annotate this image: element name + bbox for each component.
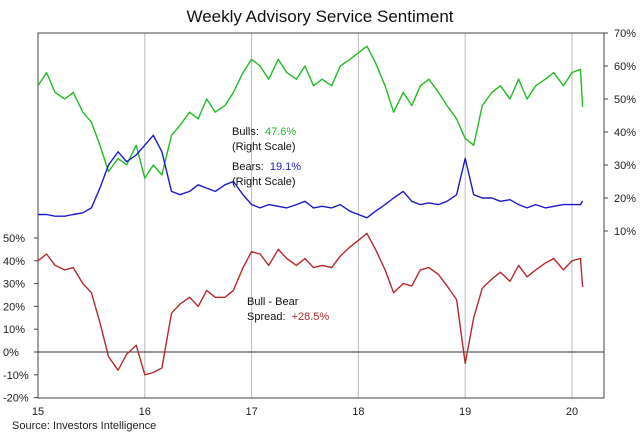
spread-line [37,232,584,376]
left-tick-label: 20% [3,301,25,313]
spread-annotation-title: Bull - Bear [247,296,299,308]
right-tick-label: 60% [614,61,636,73]
right-tick-label: 50% [614,94,636,106]
left-tick-label: -20% [3,393,29,405]
series-layer [37,45,584,376]
bears-scale-note: (Right Scale) [232,176,296,188]
x-axis-ticks: 15 16 17 18 19 20 [32,406,578,418]
right-axis-ticks: 10% 20% 30% 40% 50% 60% 70% [604,28,636,238]
left-tick-label: 30% [3,279,25,291]
spread-annotation-label: Spread: [247,311,286,323]
x-tick-label: 18 [352,406,364,418]
bears-annotation-value: 19.1% [270,161,301,173]
left-tick-label: 50% [3,233,25,245]
x-tick-label: 17 [245,406,257,418]
x-tick-label: 15 [32,406,44,418]
plot-frame [37,32,605,399]
left-axis-ticks: 50% 40% 30% 20% 10% 0% -10% -20% [3,233,38,405]
left-tick-label: -10% [3,370,29,382]
gridlines [144,33,573,398]
x-tick-label: 19 [459,406,471,418]
spread-annotation: Spread: +28.5% [247,311,329,323]
right-tick-label: 30% [614,160,636,172]
x-tick-label: 20 [566,406,578,418]
left-tick-label: 0% [3,347,19,359]
bulls-annotation-label: Bulls: [232,126,259,138]
right-tick-label: 20% [614,193,636,205]
x-tick-label: 16 [139,406,151,418]
right-tick-label: 70% [614,28,636,40]
bulls-annotation: Bulls: 47.6% [232,126,296,138]
bulls-line [37,45,584,179]
left-tick-label: 40% [3,256,25,268]
bears-annotation-label: Bears: [232,161,264,173]
bulls-scale-note: (Right Scale) [232,141,296,153]
left-tick-label: 10% [3,324,25,336]
right-tick-label: 40% [614,127,636,139]
bulls-annotation-value: 47.6% [265,126,296,138]
spread-annotation-value: +28.5% [292,311,330,323]
bears-annotation: Bears: 19.1% [232,161,301,173]
source-note: Source: Investors Intelligence [12,420,156,432]
chart-title: Weekly Advisory Service Sentiment [186,7,453,26]
bears-line [38,134,584,219]
right-tick-label: 10% [614,226,636,238]
